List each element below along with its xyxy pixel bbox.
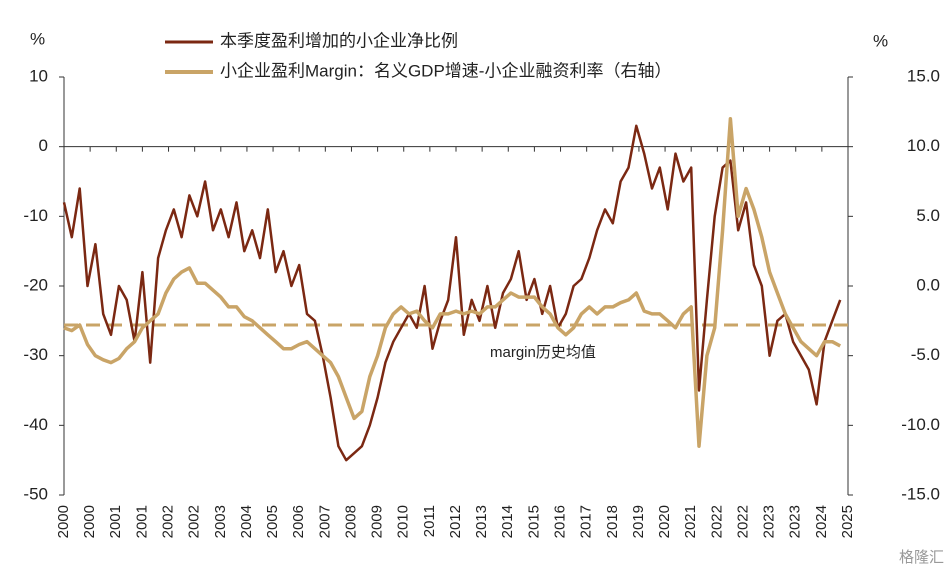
x-tick-label: 2021 [682, 505, 699, 538]
x-tick-label: 2023 [787, 505, 804, 538]
x-tick-label: 2025 [839, 505, 856, 538]
x-tick-label: 2007 [316, 505, 333, 538]
y2-tick-label: 0.0 [916, 275, 940, 294]
x-tick-label: 2017 [578, 505, 595, 538]
x-tick-label: 2023 [761, 505, 778, 538]
x-tick-label: 2005 [264, 505, 281, 538]
x-tick-label: 2011 [421, 505, 438, 537]
x-tick-label: 2012 [447, 505, 464, 538]
legend-label: 本季度盈利增加的小企业净比例 [220, 31, 458, 50]
x-tick-label: 2008 [342, 505, 359, 538]
x-tick-label: 2015 [525, 505, 542, 538]
x-tick-label: 2001 [107, 505, 124, 538]
y-tick-label: -20 [23, 275, 48, 294]
x-tick-label: 2019 [630, 505, 647, 538]
x-tick-label: 2024 [813, 505, 830, 538]
x-tick-label: 2018 [604, 505, 621, 538]
x-tick-label: 2022 [734, 505, 751, 538]
x-tick-label: 2000 [81, 505, 98, 538]
x-tick-label: 2010 [395, 505, 412, 538]
y-tick-label: -40 [23, 415, 48, 434]
y2-tick-label: 15.0 [907, 66, 940, 85]
y2-tick-label: 5.0 [916, 206, 940, 225]
x-tick-label: 2009 [369, 505, 386, 538]
series-line [62, 124, 842, 462]
x-tick-label: 2001 [133, 505, 150, 538]
y-tick-label: 0 [39, 136, 48, 155]
x-tick-label: 2020 [656, 505, 673, 538]
y-unit: % [30, 29, 45, 48]
y-tick-label: -50 [23, 484, 48, 503]
x-tick-label: 2002 [186, 505, 203, 538]
x-tick-label: 2006 [290, 505, 307, 538]
x-tick-label: 2014 [499, 505, 516, 538]
x-tick-label: 2000 [55, 505, 72, 538]
legend-label: 小企业盈利Margin：名义GDP增速-小企业融资利率（右轴） [220, 61, 671, 80]
y-tick-label: -30 [23, 345, 48, 364]
x-tick-label: 2016 [552, 505, 569, 538]
reference-label: margin历史均值 [490, 344, 596, 361]
series-line [63, 117, 842, 448]
watermark: 格隆汇 [899, 549, 944, 566]
x-tick-label: 2022 [708, 505, 725, 538]
y2-tick-label: -5.0 [911, 345, 940, 364]
y-tick-label: -10 [23, 206, 48, 225]
y-tick-label: 10 [29, 66, 48, 85]
y2-unit: % [873, 31, 888, 50]
y2-tick-label: -15.0 [901, 484, 940, 503]
y2-tick-label: -10.0 [901, 415, 940, 434]
y2-tick-label: 10.0 [907, 136, 940, 155]
x-tick-label: 2002 [160, 505, 177, 538]
x-tick-label: 2004 [238, 505, 255, 538]
x-tick-label: 2003 [212, 505, 229, 538]
x-tick-label: 2013 [473, 505, 490, 538]
